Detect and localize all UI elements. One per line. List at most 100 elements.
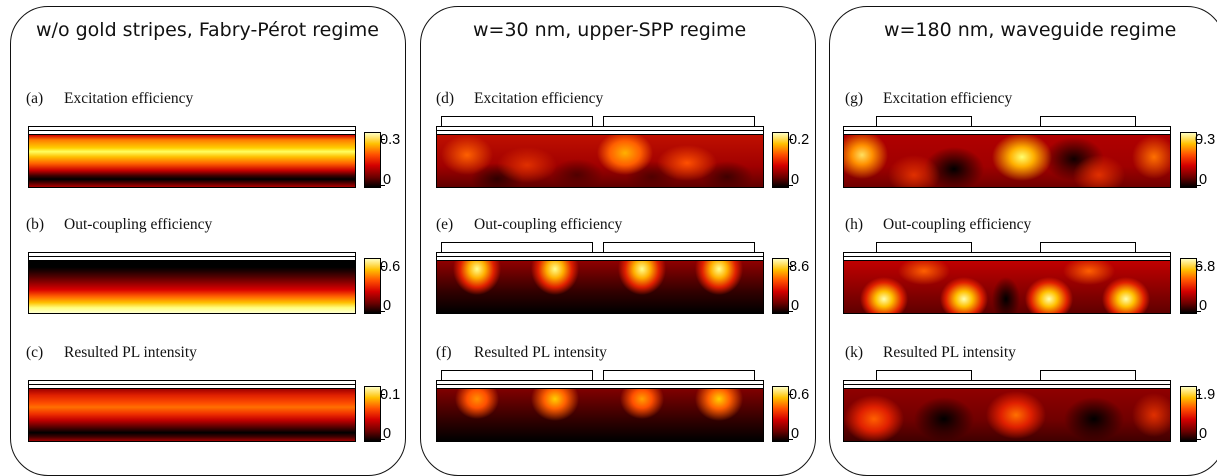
colorbar-min-label: 0 — [791, 298, 800, 314]
subplot-tag: (d) — [436, 90, 455, 107]
colorbar-tick — [381, 185, 385, 186]
field-map-pl — [843, 388, 1171, 442]
gold-stripe — [603, 116, 755, 127]
subplot-title: Excitation efficiency — [883, 90, 1013, 107]
subplot-tag: (f) — [436, 344, 452, 361]
gold-stripe — [1040, 116, 1136, 127]
subplot-tag: (c) — [26, 344, 44, 361]
subplot-label: (g) Excitation efficiency — [845, 90, 1012, 108]
panel-title: w=180 nm, waveguide regime — [884, 19, 1177, 41]
colorbar-min-label: 0 — [1199, 426, 1208, 442]
colorbar-min-label: 0 — [1199, 298, 1208, 314]
field-map-excitation — [436, 134, 764, 188]
field-map-pl — [28, 388, 356, 442]
subplot-title: Excitation efficiency — [64, 90, 194, 107]
colorbar-tick — [1197, 439, 1201, 440]
colorbar-tick — [789, 394, 793, 395]
colorbar — [1180, 386, 1197, 442]
colorbar-min-label: 0 — [383, 426, 392, 442]
subplot-title: Resulted PL intensity — [64, 344, 197, 361]
top-layer-divider — [436, 256, 764, 257]
colorbar-max-label: 0.3 — [380, 132, 401, 148]
colorbar — [1180, 132, 1197, 188]
colorbar — [364, 258, 381, 314]
colorbar — [772, 386, 789, 442]
colorbar-tick — [381, 439, 385, 440]
colorbar-min-label: 0 — [383, 298, 392, 314]
colorbar-tick — [381, 139, 385, 140]
field-map-outcoupling — [28, 260, 356, 314]
colorbar-min-label: 0 — [791, 426, 800, 442]
subplot-tag: (e) — [436, 216, 454, 233]
colorbar-tick — [1197, 139, 1201, 140]
colorbar-tick — [1197, 185, 1201, 186]
colorbar-tick — [789, 185, 793, 186]
field-map-outcoupling — [436, 260, 764, 314]
gold-stripe — [441, 116, 593, 127]
colorbar-tick — [789, 311, 793, 312]
subplot-label: (c) Resulted PL intensity — [26, 344, 197, 362]
gold-stripe — [603, 370, 755, 381]
subplot-tag: (k) — [845, 344, 864, 361]
subplot-label: (e) Out-coupling efficiency — [436, 216, 622, 234]
subplot-label: (k) Resulted PL intensity — [845, 344, 1016, 362]
colorbar-tick — [381, 311, 385, 312]
subplot-title: Out-coupling efficiency — [64, 216, 213, 233]
subplot-title: Resulted PL intensity — [883, 344, 1016, 361]
colorbar-max-label: 0.6 — [380, 259, 401, 275]
panel-title: w=30 nm, upper-SPP regime — [473, 19, 747, 41]
colorbar — [364, 132, 381, 188]
colorbar-min-label: 0 — [1199, 172, 1208, 188]
gold-stripe — [1040, 370, 1136, 381]
colorbar-tick — [789, 139, 793, 140]
field-map-outcoupling — [843, 260, 1171, 314]
colorbar-tick — [1197, 394, 1201, 395]
colorbar-tick — [789, 266, 793, 267]
gold-stripe — [441, 242, 593, 253]
top-layer-divider — [843, 384, 1171, 385]
colorbar-tick — [789, 439, 793, 440]
colorbar-tick — [1197, 311, 1201, 312]
colorbar-min-label: 0 — [383, 172, 392, 188]
top-layer-divider — [436, 384, 764, 385]
colorbar-tick — [381, 266, 385, 267]
top-layer-divider — [28, 256, 356, 257]
gold-stripe — [876, 242, 972, 253]
subplot-label: (h) Out-coupling efficiency — [845, 216, 1031, 234]
field-map-pl — [436, 388, 764, 442]
colorbar-max-label: 0.1 — [380, 387, 401, 403]
subplot-tag: (b) — [26, 216, 45, 233]
colorbar-max-label: 8.6 — [789, 259, 810, 275]
top-layer-divider — [436, 130, 764, 131]
colorbar-max-label: 0.2 — [789, 132, 810, 148]
panel-title: w/o gold stripes, Fabry-Pérot regime — [36, 19, 379, 41]
gold-stripe — [876, 370, 972, 381]
subplot-tag: (a) — [26, 90, 44, 107]
top-layer-divider — [28, 130, 356, 131]
subplot-tag: (h) — [845, 216, 864, 233]
colorbar — [772, 258, 789, 314]
colorbar-max-label: 6.8 — [1195, 259, 1216, 275]
gold-stripe — [876, 116, 972, 127]
top-layer-divider — [843, 130, 1171, 131]
subplot-label: (d) Excitation efficiency — [436, 90, 603, 108]
colorbar-min-label: 0 — [791, 172, 800, 188]
colorbar-tick — [1197, 266, 1201, 267]
colorbar-max-label: 1.9 — [1195, 387, 1216, 403]
subplot-title: Resulted PL intensity — [474, 344, 607, 361]
top-layer-divider — [28, 384, 356, 385]
subplot-label: (f) Resulted PL intensity — [436, 344, 607, 362]
field-map-excitation — [28, 134, 356, 188]
colorbar-tick — [381, 394, 385, 395]
colorbar-max-label: 0.6 — [789, 387, 810, 403]
field-map-excitation — [843, 134, 1171, 188]
colorbar — [772, 132, 789, 188]
gold-stripe — [603, 242, 755, 253]
subplot-tag: (g) — [845, 90, 864, 107]
colorbar — [364, 386, 381, 442]
gold-stripe — [441, 370, 593, 381]
gold-stripe — [1040, 242, 1136, 253]
top-layer-divider — [843, 256, 1171, 257]
subplot-title: Out-coupling efficiency — [883, 216, 1032, 233]
subplot-title: Out-coupling efficiency — [474, 216, 623, 233]
